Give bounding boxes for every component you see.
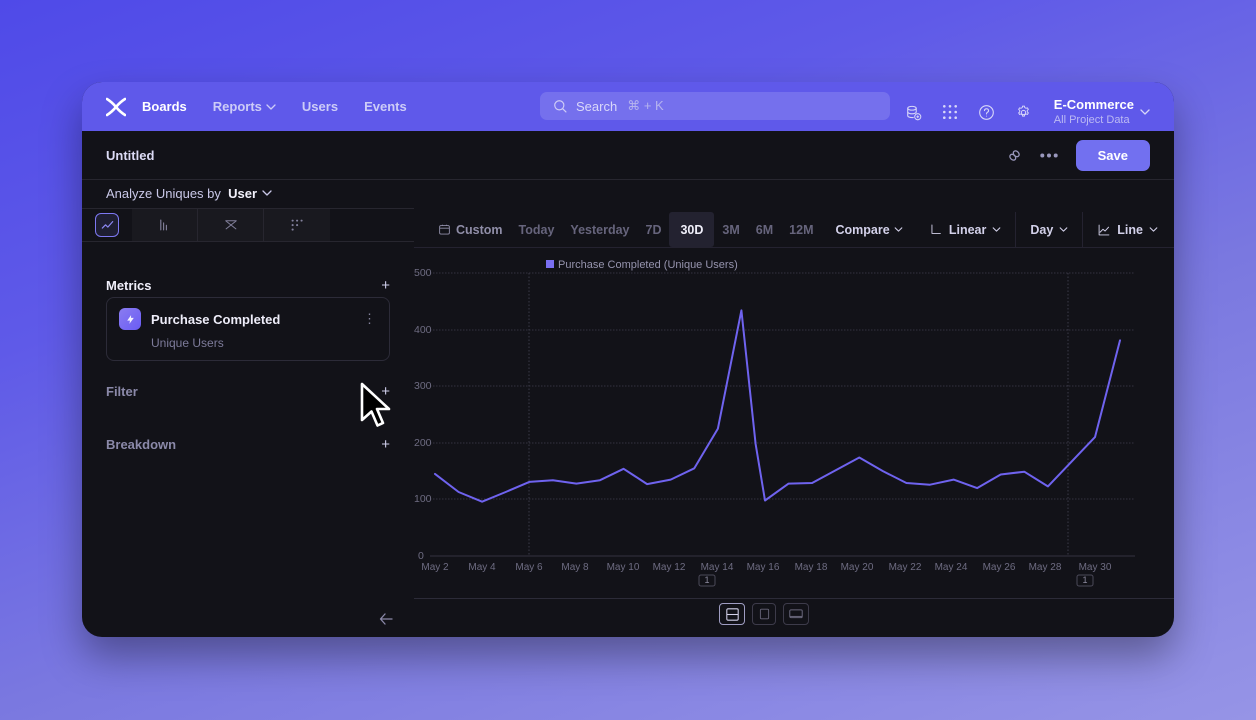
svg-text:May 2: May 2 [421, 562, 449, 573]
svg-text:0: 0 [418, 550, 424, 562]
svg-text:May 8: May 8 [561, 562, 589, 573]
svg-text:May 30: May 30 [1079, 562, 1112, 573]
svg-text:May 18: May 18 [795, 562, 828, 573]
svg-text:May 6: May 6 [515, 562, 543, 573]
svg-text:400: 400 [414, 324, 432, 336]
svg-text:100: 100 [414, 493, 432, 505]
svg-text:1: 1 [704, 575, 709, 585]
svg-text:500: 500 [414, 267, 432, 279]
svg-text:May 10: May 10 [607, 562, 640, 573]
svg-text:1: 1 [1082, 575, 1087, 585]
svg-text:May 20: May 20 [841, 562, 874, 573]
svg-text:May 4: May 4 [468, 562, 496, 573]
svg-text:May 16: May 16 [747, 562, 780, 573]
svg-text:200: 200 [414, 437, 432, 449]
svg-text:May 22: May 22 [889, 562, 922, 573]
svg-text:300: 300 [414, 380, 432, 392]
svg-text:May 12: May 12 [653, 562, 686, 573]
svg-text:May 24: May 24 [935, 562, 968, 573]
svg-text:Purchase Completed (Unique Use: Purchase Completed (Unique Users) [558, 259, 738, 271]
svg-text:May 28: May 28 [1029, 562, 1062, 573]
svg-text:May 26: May 26 [983, 562, 1016, 573]
svg-text:May 14: May 14 [701, 562, 734, 573]
